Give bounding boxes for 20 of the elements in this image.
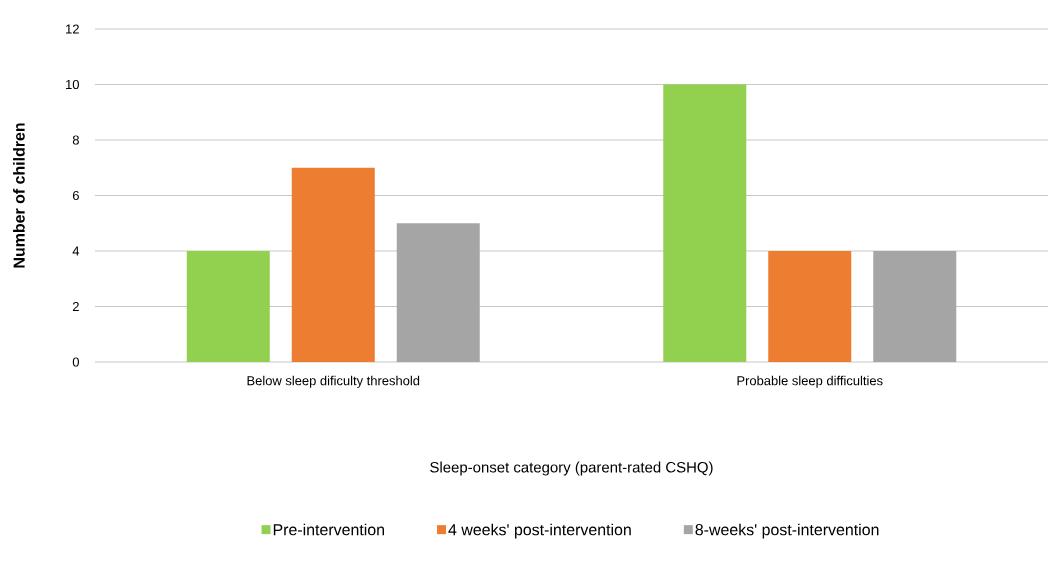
y-tick-label: 0: [72, 357, 79, 367]
legend-label: Pre-intervention: [273, 523, 384, 536]
y-tick-label: 10: [66, 79, 79, 90]
y-tick-label: 4: [72, 246, 80, 256]
bar: [663, 84, 747, 362]
x-axis-title: Sleep-onset category (parent-rated CSHQ): [430, 461, 713, 476]
bar: [291, 167, 375, 362]
x-tick-label: Probable sleep difficulties: [737, 375, 883, 388]
y-tick-label: 12: [66, 24, 79, 34]
bar: [396, 223, 480, 362]
y-axis-title: Number of children: [13, 123, 25, 268]
bar: [768, 250, 852, 362]
y-tick-label: 8: [72, 135, 79, 145]
y-tick-label: 2: [72, 301, 79, 312]
legend-label: 4 weeks' post-intervention: [448, 523, 631, 539]
legend-label: 8-weeks' post-intervention: [695, 523, 879, 539]
bar: [186, 250, 270, 362]
x-tick-label: Below sleep dificulty threshold: [247, 375, 420, 388]
y-tick-label: 6: [72, 190, 79, 201]
bar: [873, 250, 957, 362]
